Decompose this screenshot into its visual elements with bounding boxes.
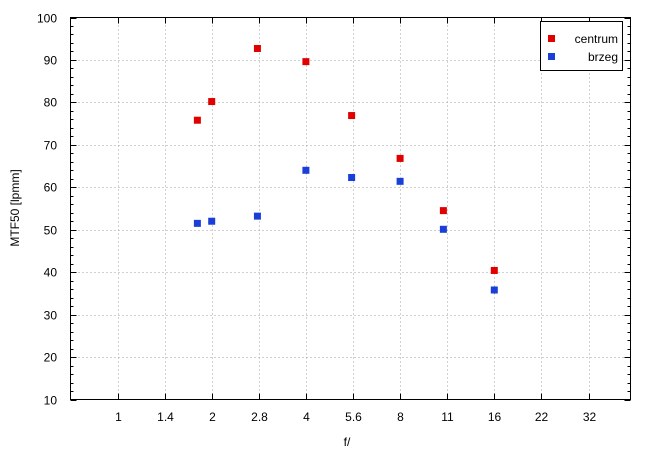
x-tick-label: 32: [583, 410, 597, 424]
data-point-centrum: [348, 112, 356, 120]
legend: centrum brzeg: [540, 21, 623, 71]
data-point-centrum: [490, 266, 498, 274]
y-tick-label: 60: [44, 181, 58, 195]
data-point-brzeg: [253, 212, 261, 220]
y-tick-label: 20: [44, 351, 58, 365]
y-axis-label: MTF50 [lpmm]: [8, 169, 22, 246]
x-tick-label: 16: [488, 410, 502, 424]
data-point-brzeg: [348, 174, 356, 182]
data-point-centrum: [439, 207, 447, 215]
y-tick-label: 10: [44, 394, 58, 408]
y-tick-label: 70: [44, 139, 58, 153]
x-tick-label: 1: [115, 410, 122, 424]
data-point-centrum: [208, 98, 216, 106]
y-tick-label: 80: [44, 96, 58, 110]
x-axis: 1 1.4 2 2.8 4 5.6 8 11 16 22 32: [115, 17, 597, 424]
data-point-brzeg: [193, 219, 201, 227]
legend-label-centrum: centrum: [575, 32, 618, 46]
legend-box: [540, 21, 623, 71]
y-tick-label: 40: [44, 266, 58, 280]
data-point-brzeg: [302, 166, 310, 174]
data-point-brzeg: [490, 286, 498, 294]
legend-swatch-centrum: [548, 35, 555, 42]
data-point-centrum: [253, 44, 261, 52]
x-tick-label: 1.4: [157, 410, 174, 424]
y-tick-label: 90: [44, 54, 58, 68]
grid: [70, 17, 631, 400]
legend-swatch-brzeg: [548, 53, 555, 60]
x-tick-label: 8: [397, 410, 404, 424]
x-axis-label: f/: [344, 435, 351, 449]
data-point-centrum: [193, 116, 201, 124]
data-point-brzeg: [439, 225, 447, 233]
x-tick-label: 11: [441, 410, 454, 424]
y-axis: 10 20 30 40 50 60 70 80 90 100: [37, 12, 631, 408]
legend-label-brzeg: brzeg: [588, 50, 618, 64]
x-tick-label: 2.8: [251, 410, 268, 424]
x-tick-label: 2: [209, 410, 216, 424]
data-point-brzeg: [208, 217, 216, 225]
y-tick-label: 100: [37, 12, 57, 26]
x-tick-label: 4: [303, 410, 310, 424]
data-point-brzeg: [396, 177, 404, 185]
y-tick-label: 30: [44, 309, 58, 323]
data-points: [193, 44, 498, 294]
y-tick-label: 50: [44, 224, 58, 238]
data-point-centrum: [302, 58, 310, 66]
plot-frame: [70, 17, 631, 400]
x-tick-label: 22: [535, 410, 549, 424]
x-tick-label: 5.6: [345, 410, 362, 424]
data-point-centrum: [396, 154, 404, 162]
